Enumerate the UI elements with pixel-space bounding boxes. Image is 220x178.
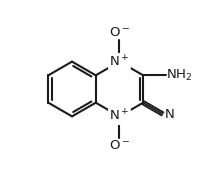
Text: O$^-$: O$^-$ <box>109 26 130 39</box>
Text: O$^-$: O$^-$ <box>109 139 130 152</box>
Text: N: N <box>164 108 174 121</box>
Text: N$^+$: N$^+$ <box>109 54 130 69</box>
Text: N$^+$: N$^+$ <box>109 109 130 124</box>
Text: NH$_2$: NH$_2$ <box>167 68 193 83</box>
